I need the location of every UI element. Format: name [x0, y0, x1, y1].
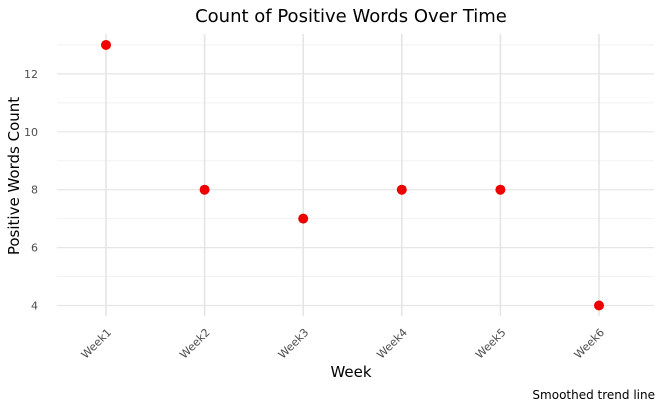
- x-axis-ticks: Week1 Week2 Week3 Week4 Week5 Week6: [79, 326, 607, 361]
- data-point: [298, 213, 309, 224]
- y-axis-ticks: 4 6 8 10 12: [24, 68, 38, 313]
- x-tick-label: Week6: [572, 326, 607, 361]
- y-axis-title: Positive Words Count: [5, 97, 23, 255]
- data-points: [101, 39, 604, 311]
- data-point: [594, 300, 604, 311]
- x-tick-label: Week3: [276, 326, 311, 361]
- data-point: [495, 184, 506, 195]
- data-point: [396, 184, 407, 195]
- x-tick-label: Week4: [374, 326, 409, 361]
- data-point: [199, 184, 210, 195]
- x-tick-label: Week1: [79, 326, 114, 361]
- y-tick-label: 4: [31, 300, 38, 313]
- data-point: [101, 39, 111, 50]
- y-tick-label: 6: [31, 242, 38, 255]
- chart-caption: Smoothed trend line: [532, 388, 655, 402]
- minor-gridlines: [57, 44, 654, 278]
- y-tick-label: 8: [31, 184, 38, 197]
- x-tick-label: Week2: [177, 326, 212, 361]
- major-gridlines: [57, 34, 654, 316]
- y-tick-label: 10: [24, 126, 38, 139]
- chart-title: Count of Positive Words Over Time: [195, 6, 507, 27]
- x-tick-label: Week5: [473, 326, 508, 361]
- y-tick-label: 12: [24, 68, 38, 81]
- x-axis-title: Week: [330, 363, 371, 381]
